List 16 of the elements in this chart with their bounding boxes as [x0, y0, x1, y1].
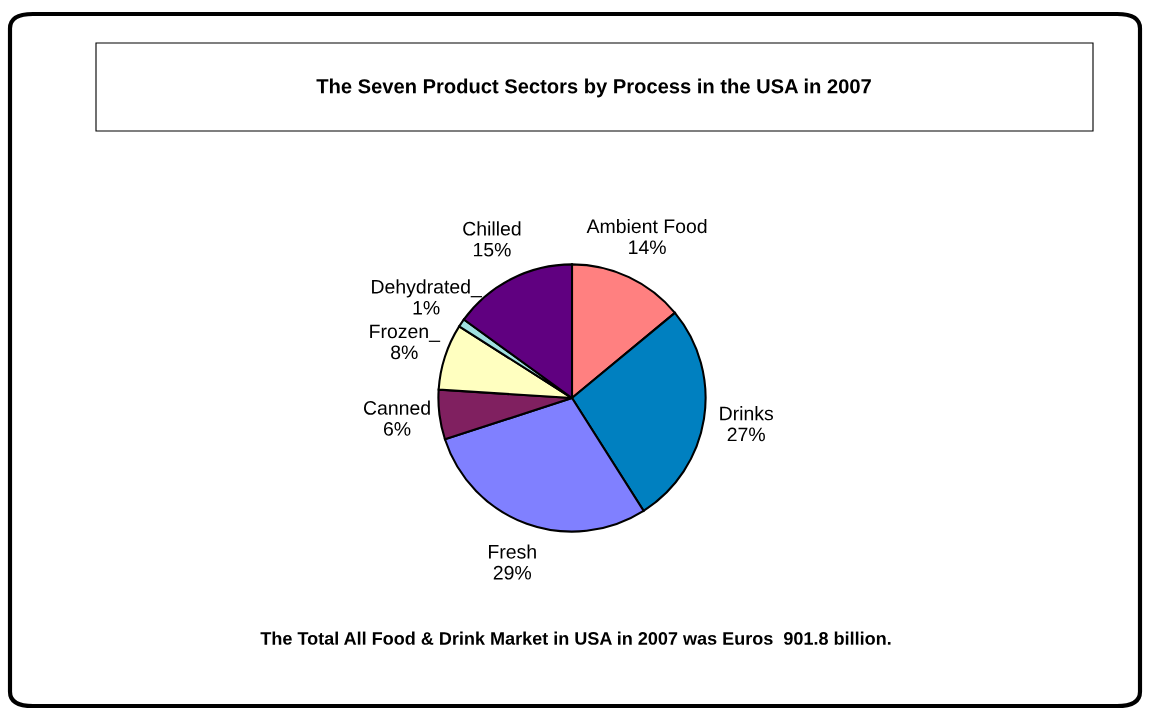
data-label: 15% [473, 242, 511, 257]
data-label: 6% [383, 422, 411, 436]
slice-label: Ambient Food [586, 218, 707, 234]
slice-label: Drinks [720, 406, 774, 421]
data-label: 8% [391, 345, 418, 360]
slice-label: Frozen_ [370, 324, 441, 342]
slice-label: Dehydrated_ [372, 279, 483, 298]
data-label: 29% [493, 565, 532, 580]
text: The Total All Food & Drink Market in USA in 2007 was Euros 901.8 billion. [260, 631, 891, 645]
data-label: 27% [727, 427, 765, 442]
slice-label: Chilled [463, 221, 521, 236]
slice-label: Canned [363, 400, 430, 415]
data-label: 14% [629, 240, 666, 255]
chart-title: The Seven Product Sectors by Process in the USA in 2007 [316, 78, 871, 98]
slice-label: Fresh [489, 544, 536, 559]
data-label: 1% [413, 300, 440, 315]
